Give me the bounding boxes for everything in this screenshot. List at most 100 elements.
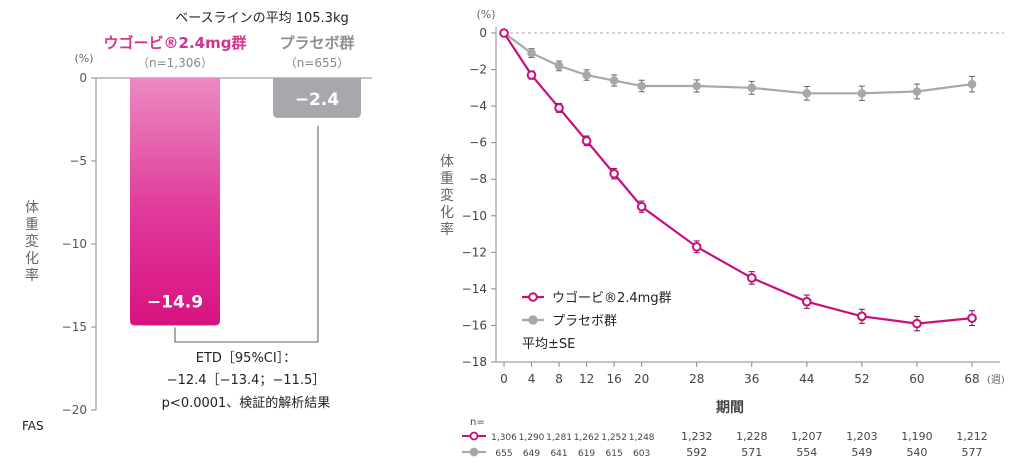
line-x-tick-label: 60 — [909, 372, 924, 386]
etd-line-3: p<0.0001、検証的解析結果 — [162, 395, 331, 411]
bar-y-tick-label: −10 — [62, 237, 87, 251]
etd-line-1: ETD［95%CI］： — [196, 351, 296, 366]
n-count-placebo: 571 — [741, 446, 762, 459]
data-point-placebo — [967, 79, 977, 89]
bar-value-label: −2.4 — [295, 90, 340, 110]
data-point-placebo — [527, 48, 536, 58]
line-y-tick-label: 0 — [479, 26, 487, 40]
line-y-tick-label: −12 — [462, 245, 487, 259]
line-x-tick-label: 68 — [964, 372, 979, 386]
n-count-wegovy: 1,203 — [846, 430, 878, 443]
line-x-tick-label: 52 — [854, 372, 869, 386]
n-count-placebo: 649 — [523, 449, 540, 459]
etd-bracket — [174, 125, 319, 343]
data-point-placebo — [637, 81, 646, 91]
line-x-tick-label: 44 — [799, 372, 814, 386]
n-count-wegovy: 1,207 — [791, 430, 823, 443]
data-point-placebo — [554, 61, 564, 71]
line-x-tick-label: 28 — [689, 372, 704, 386]
line-x-tick-label: 16 — [606, 372, 621, 386]
line-y-tick-label: −2 — [469, 63, 487, 77]
n-count-wegovy: 1,212 — [956, 430, 988, 443]
data-point-wegovy — [526, 70, 537, 80]
line-y-tick-label: −6 — [469, 136, 487, 150]
bar-y-tick-label: −5 — [69, 154, 87, 168]
n-count-wegovy: 1,190 — [901, 430, 933, 443]
bar-y-tick-label: −20 — [62, 403, 87, 417]
data-point-placebo — [747, 83, 757, 93]
line-x-unit-label: (週) — [987, 374, 1005, 386]
bar-chart-header: ベースラインの平均 105.3kg — [175, 11, 348, 26]
data-point-placebo — [582, 70, 591, 80]
se-note: 平均±SE — [522, 337, 575, 352]
n-count-wegovy: 1,262 — [574, 433, 600, 443]
series-line-wegovy — [503, 32, 973, 325]
bar-placebo — [273, 78, 361, 118]
n-count-placebo: 540 — [906, 446, 927, 459]
data-point-placebo — [802, 89, 812, 98]
n-count-wegovy: 1,306 — [491, 433, 517, 443]
n-count-placebo: 554 — [796, 446, 817, 459]
line-y-tick-label: −18 — [462, 355, 487, 369]
n-count-placebo: 641 — [550, 449, 567, 459]
data-point-wegovy — [802, 296, 812, 307]
series-line-placebo — [503, 32, 973, 95]
legend-label-wegovy: ウゴービ®2.4mg群 — [552, 290, 672, 306]
data-point-placebo — [912, 87, 922, 96]
line-x-tick-label: 8 — [555, 372, 563, 386]
data-point-wegovy — [499, 28, 509, 38]
fas-footnote: FAS — [22, 419, 44, 433]
data-point-wegovy — [857, 311, 867, 322]
n-count-placebo: 603 — [633, 449, 650, 459]
data-point-wegovy — [746, 273, 757, 283]
line-y-tick-label: −4 — [469, 99, 487, 113]
data-point-placebo — [609, 76, 619, 85]
legend-marker-placebo — [528, 315, 538, 325]
bar-y-axis-label: 体重変化率 — [25, 200, 39, 284]
etd-line-2: −12.4［−13.4；−11.5］ — [167, 373, 326, 388]
n-count-wegovy: 1,228 — [736, 430, 768, 443]
line-x-tick-label: 20 — [634, 372, 649, 386]
line-y-tick-label: −10 — [462, 209, 487, 223]
line-y-tick-label: −16 — [462, 318, 487, 332]
bar-y-tick-label: 0 — [79, 71, 87, 85]
line-y-axis-label: 体重変化率 — [440, 154, 454, 238]
bar-n-label: （n=1,306） — [137, 56, 213, 70]
n-count-wegovy: 1,252 — [601, 433, 627, 443]
n-row-marker-placebo — [469, 447, 479, 457]
legend-marker-wegovy — [528, 292, 538, 302]
n-count-placebo: 655 — [495, 449, 512, 459]
data-point-wegovy — [554, 103, 564, 113]
n-table-header: n= — [470, 417, 485, 428]
n-count-placebo: 619 — [578, 449, 595, 459]
legend-label-placebo: プラセボ群 — [552, 314, 617, 329]
n-count-placebo: 577 — [962, 446, 983, 459]
bar-category-label: プラセボ群 — [279, 34, 354, 52]
n-row-marker-wegovy — [469, 431, 479, 441]
data-point-placebo — [692, 81, 702, 91]
data-point-wegovy — [609, 168, 619, 179]
line-y-tick-label: −14 — [462, 282, 487, 296]
line-x-tick-label: 12 — [579, 372, 594, 386]
line-x-axis-label: 期間 — [716, 400, 744, 416]
line-y-tick-label: −8 — [469, 172, 487, 186]
n-count-wegovy: 1,290 — [519, 433, 545, 443]
bar-value-label: −14.9 — [147, 292, 203, 312]
line-x-tick-label: 36 — [744, 372, 759, 386]
bar-y-tick-label: −15 — [62, 320, 87, 334]
data-point-wegovy — [691, 242, 702, 252]
n-count-wegovy: 1,232 — [681, 430, 713, 443]
data-point-wegovy — [912, 318, 922, 329]
n-count-placebo: 549 — [851, 446, 872, 459]
bar-n-label: （n=655） — [285, 56, 350, 70]
data-point-wegovy — [967, 313, 977, 323]
n-count-wegovy: 1,248 — [629, 433, 655, 443]
line-x-tick-label: 4 — [528, 372, 536, 386]
bar-wegovy — [130, 78, 220, 326]
bar-category-label: ウゴービ®2.4mg群 — [104, 34, 247, 52]
n-count-placebo: 592 — [686, 446, 707, 459]
line-x-tick-label: 0 — [500, 372, 508, 386]
data-point-wegovy — [581, 136, 592, 146]
data-point-wegovy — [636, 201, 647, 212]
